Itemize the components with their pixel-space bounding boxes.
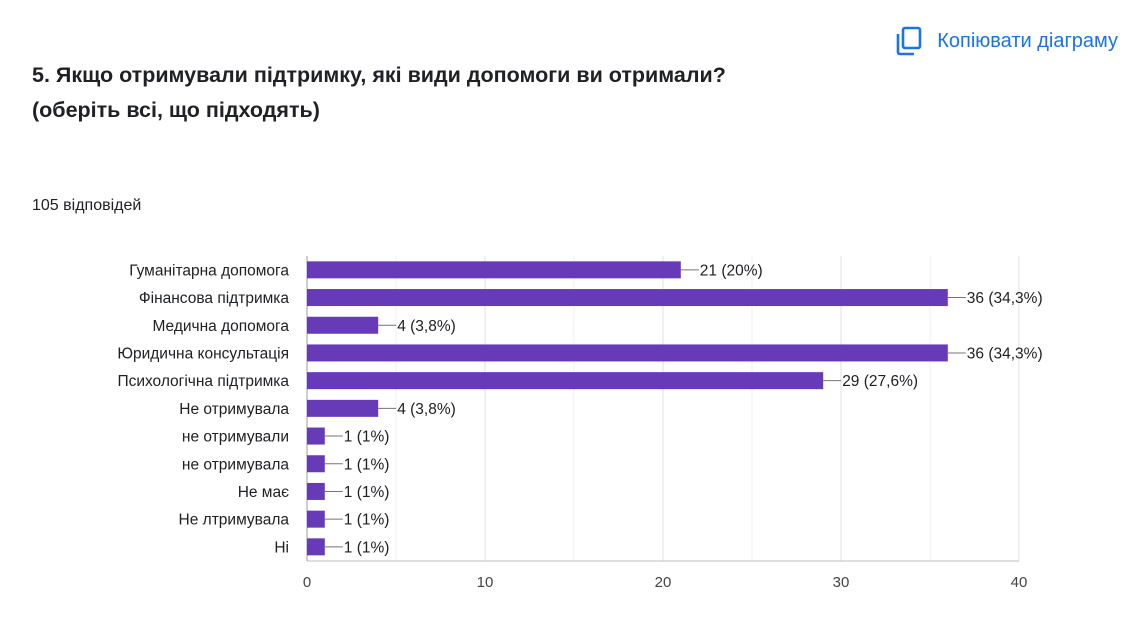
category-label: Ні — [274, 539, 289, 556]
question-title-line2: (оберіть всі, що підходять) — [32, 98, 320, 122]
data-label: 29 (27,6%) — [842, 373, 918, 390]
data-label: 1 (1%) — [344, 456, 390, 473]
bar — [307, 316, 379, 334]
data-label: 21 (20%) — [700, 262, 763, 279]
data-label: 1 (1%) — [344, 539, 390, 556]
bar — [307, 372, 824, 390]
x-tick-label: 10 — [477, 574, 494, 591]
copy-icon — [896, 26, 922, 56]
bar — [307, 427, 325, 445]
bar — [307, 510, 325, 528]
category-label: Фінансова підтримка — [139, 290, 290, 307]
responses-count: 105 відповідей — [32, 197, 142, 214]
data-label: 1 (1%) — [344, 429, 390, 446]
bar — [307, 261, 681, 279]
category-label: не отримувала — [182, 456, 289, 473]
data-label: 36 (34,3%) — [967, 345, 1043, 362]
x-tick-label: 30 — [833, 574, 850, 591]
bar — [307, 538, 325, 556]
category-label: Не отримувала — [179, 401, 289, 418]
data-label: 1 (1%) — [344, 512, 390, 529]
bar — [307, 344, 948, 362]
data-label: 4 (3,8%) — [397, 401, 456, 418]
copy-chart-button[interactable]: Копіювати діаграму — [895, 26, 1118, 56]
category-label: Гуманітарна допомога — [129, 262, 289, 279]
question-title: 5. Якщо отримували підтримку, які види д… — [32, 58, 852, 128]
category-label: Медична допомога — [152, 318, 289, 335]
bar — [307, 482, 325, 500]
bar — [307, 399, 379, 417]
x-tick-label: 20 — [655, 574, 672, 591]
bar — [307, 455, 325, 473]
question-title-line1: 5. Якщо отримували підтримку, які види д… — [32, 63, 726, 87]
data-label: 36 (34,3%) — [967, 290, 1043, 307]
category-label: Юридична консультація — [117, 345, 289, 362]
category-label: Психологічна підтримка — [117, 373, 289, 390]
data-label: 4 (3,8%) — [397, 318, 456, 335]
category-label: Не має — [238, 484, 289, 501]
category-label: не отримували — [182, 429, 289, 446]
data-label: 1 (1%) — [344, 484, 390, 501]
x-tick-label: 0 — [303, 574, 311, 591]
x-tick-label: 40 — [1011, 574, 1028, 591]
bar — [307, 289, 948, 307]
copy-chart-label: Копіювати діаграму — [937, 29, 1118, 52]
category-label: Не лтримувала — [179, 512, 290, 529]
